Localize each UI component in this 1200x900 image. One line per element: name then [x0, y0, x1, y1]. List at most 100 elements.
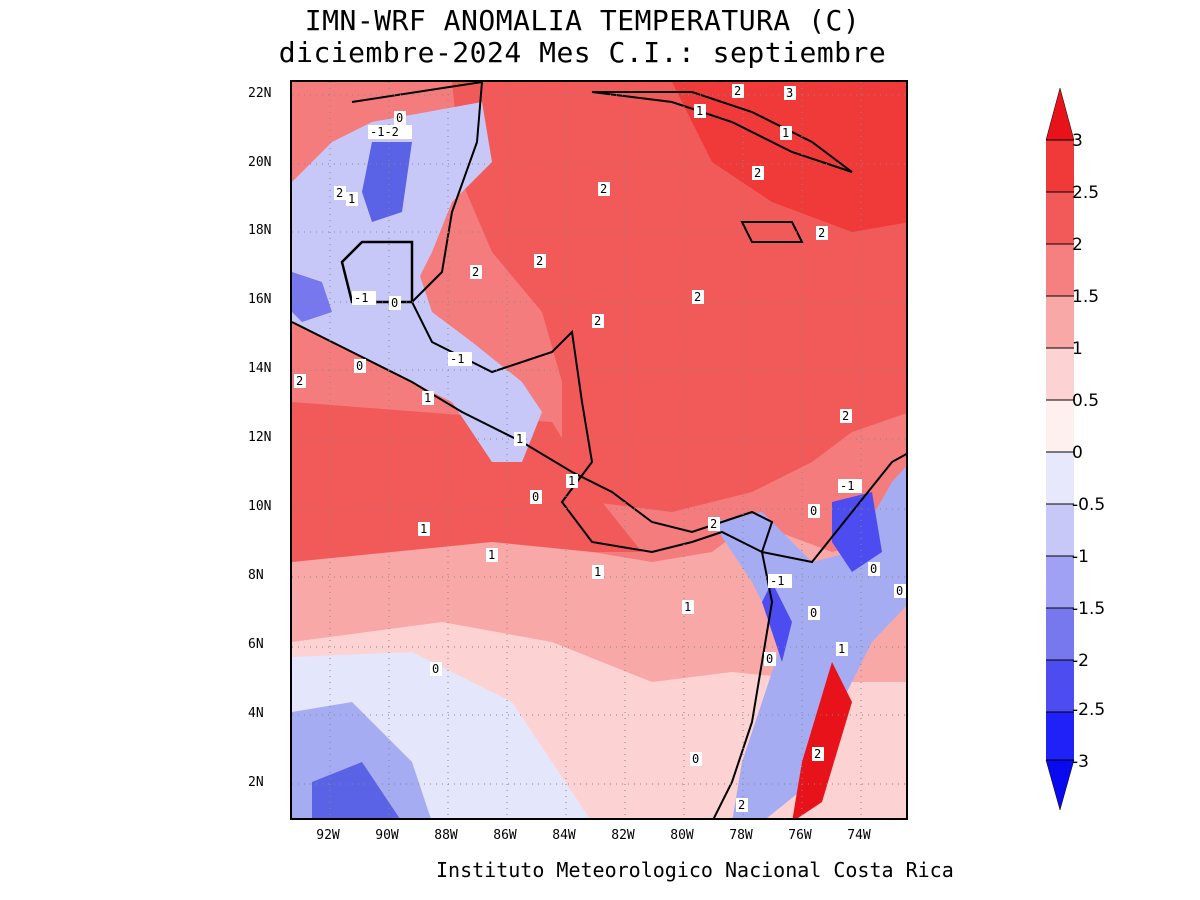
- contour-label: 0: [389, 296, 401, 310]
- andes-warm-strip: [792, 662, 852, 818]
- svg-text:2: 2: [818, 226, 825, 240]
- svg-text:0: 0: [391, 296, 398, 310]
- lat-label-16n: 16N: [248, 292, 272, 307]
- contour-label: 2: [732, 84, 744, 98]
- contour-label: 1: [418, 522, 430, 536]
- colorbar-label-0-5: 0.5: [1072, 391, 1100, 411]
- svg-text:0: 0: [692, 752, 699, 766]
- svg-text:2: 2: [336, 186, 343, 200]
- svg-text:0: 0: [810, 606, 817, 620]
- svg-text:1: 1: [516, 432, 523, 446]
- contour-label: 2: [752, 166, 764, 180]
- cuba-outline: [591, 91, 853, 173]
- contour-labels: 0 -1-2 2 1 2 1 2 3 1 2 2 2 2 -1 0 2 0 -1…: [294, 84, 906, 812]
- lat-label-2n: 2N: [248, 775, 264, 790]
- contour-label: 0: [808, 606, 820, 620]
- lon-label-80w: 80W: [670, 828, 694, 843]
- svg-text:2: 2: [594, 314, 601, 328]
- gulf-cool-core: [362, 142, 412, 222]
- contour-label: 2: [736, 798, 748, 812]
- contour-label: 0: [764, 652, 776, 666]
- svg-text:2: 2: [842, 409, 849, 423]
- svg-text:2: 2: [296, 374, 303, 388]
- contour-label: 0: [808, 504, 820, 518]
- lat-label-4n: 4N: [248, 706, 264, 721]
- lon-label-90w: 90W: [375, 828, 399, 843]
- pacific-warm-area: [292, 402, 642, 562]
- svg-text:1: 1: [424, 391, 431, 405]
- contour-label: 2: [692, 290, 704, 304]
- lat-label-14n: 14N: [248, 361, 272, 376]
- svg-text:1: 1: [348, 192, 355, 206]
- anomaly-map: 0 -1-2 2 1 2 1 2 3 1 2 2 2 2 -1 0 2 0 -1…: [290, 80, 908, 820]
- contour-label: -1: [838, 479, 862, 493]
- colorbar-lower-arrow: [1045, 759, 1075, 811]
- colorbar-label-0: 0: [1072, 443, 1083, 463]
- colorbar-label-1: 1: [1072, 339, 1083, 359]
- colorbar-label-neg-1: -1: [1072, 547, 1089, 567]
- jamaica-outline: [740, 221, 804, 243]
- contour-label: 1: [836, 642, 848, 656]
- contour-label: 1: [780, 126, 792, 140]
- svg-text:1: 1: [488, 548, 495, 562]
- lat-label-12n: 12N: [248, 430, 272, 445]
- contour-label: 2: [534, 254, 546, 268]
- svg-text:-1: -1: [450, 352, 464, 366]
- svg-text:-1: -1: [354, 291, 368, 305]
- contour-label: 0: [894, 584, 906, 598]
- lon-label-84w: 84W: [552, 828, 576, 843]
- svg-text:2: 2: [710, 517, 717, 531]
- lon-label-86w: 86W: [493, 828, 517, 843]
- svg-text:1: 1: [594, 565, 601, 579]
- svg-text:2: 2: [738, 798, 745, 812]
- south-america-coastline: [712, 551, 774, 818]
- lon-label-78w: 78W: [729, 828, 753, 843]
- lat-label-18n: 18N: [248, 223, 272, 238]
- contour-label: 1: [694, 104, 706, 118]
- contour-label: 2: [840, 409, 852, 423]
- svg-text:2: 2: [536, 254, 543, 268]
- svg-text:3: 3: [786, 86, 793, 100]
- lon-label-82w: 82W: [611, 828, 635, 843]
- contour-label: 1: [566, 474, 578, 488]
- central-america-cool-area: [292, 232, 542, 462]
- colorbar-label-neg-2: -2: [1072, 651, 1089, 671]
- svg-text:2: 2: [472, 265, 479, 279]
- svg-text:0: 0: [896, 584, 903, 598]
- colorbar-label-2-5: 2.5: [1072, 183, 1100, 203]
- contour-label: 2: [816, 226, 828, 240]
- svg-text:1: 1: [838, 642, 845, 656]
- contour-label: -1: [448, 352, 472, 366]
- svg-text:0: 0: [870, 562, 877, 576]
- lat-label-6n: 6N: [248, 637, 264, 652]
- contour-label: -1: [768, 574, 792, 588]
- contour-label: 0: [530, 490, 542, 504]
- central-america-coastline: [292, 82, 774, 554]
- colorbar-label-2: 2: [1072, 235, 1083, 255]
- svg-text:1: 1: [696, 104, 703, 118]
- svg-text:1: 1: [420, 522, 427, 536]
- lon-label-74w: 74W: [847, 828, 871, 843]
- contour-label: -1-2: [368, 125, 412, 139]
- contour-label: 0: [394, 111, 406, 125]
- colorbar-label-neg-2-5: -2.5: [1072, 700, 1106, 720]
- svg-text:1: 1: [568, 474, 575, 488]
- colorbar-label-3: 3: [1072, 131, 1083, 151]
- svg-text:-1-2: -1-2: [370, 125, 399, 139]
- cuba-warm-area: [672, 82, 906, 232]
- colorbar-label-neg-0-5: -0.5: [1072, 495, 1106, 515]
- svg-text:0: 0: [396, 111, 403, 125]
- svg-text:2: 2: [694, 290, 701, 304]
- svg-text:2: 2: [814, 747, 821, 761]
- contour-label: 0: [354, 359, 366, 373]
- map-title-line1: IMN-WRF ANOMALIA TEMPERATURA (C): [304, 4, 861, 37]
- svg-text:0: 0: [810, 504, 817, 518]
- lat-label-8n: 8N: [248, 568, 264, 583]
- contour-label: 1: [682, 600, 694, 614]
- svg-text:2: 2: [734, 84, 741, 98]
- contour-label: 0: [690, 752, 702, 766]
- contour-label: 1: [514, 432, 526, 446]
- lat-label-20n: 20N: [248, 155, 272, 170]
- svg-text:0: 0: [432, 662, 439, 676]
- contour-label: 1: [592, 565, 604, 579]
